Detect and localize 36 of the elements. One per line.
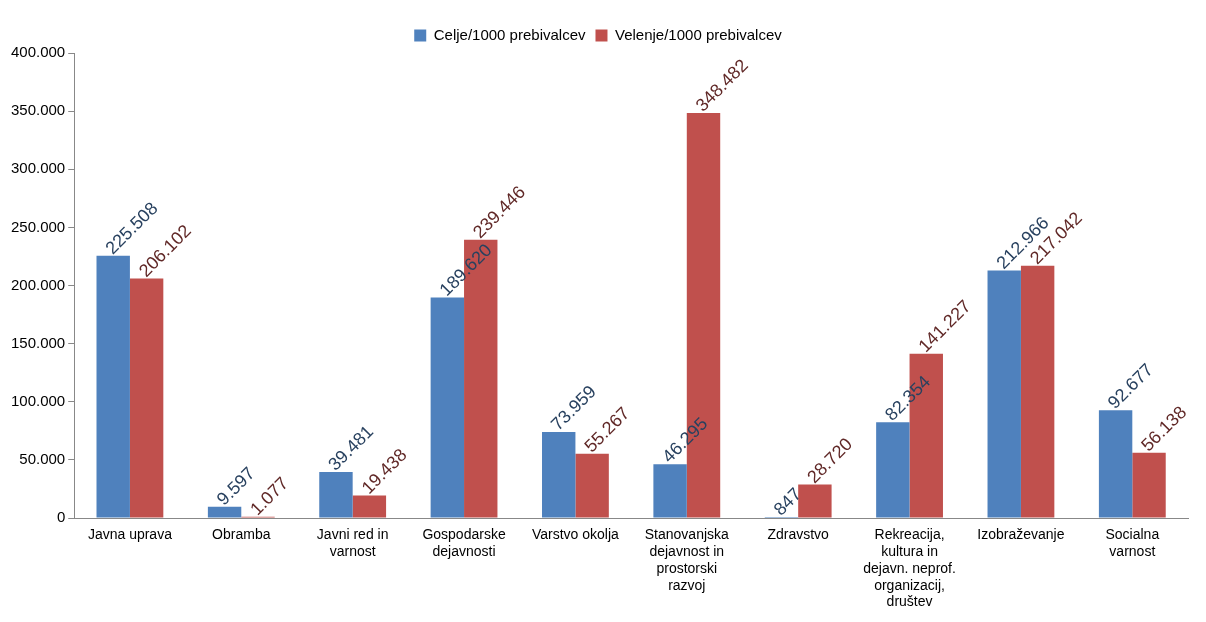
bar <box>987 270 1021 518</box>
legend-label: Celje/1000 prebivalcev <box>433 25 586 43</box>
x-tick-label: Javna uprava <box>87 526 173 543</box>
bar <box>1132 452 1166 518</box>
bar <box>96 255 130 518</box>
x-tick-label: Stanovanjska dejavnost in prostorski razvoj <box>644 526 730 593</box>
x-tick-label: Zdravstvo <box>767 526 830 543</box>
bar <box>876 422 910 518</box>
bar <box>653 464 687 518</box>
x-tick-label: Gospodarske dejavnosti <box>422 526 506 560</box>
x-tick-label: Javni red in varnost <box>316 526 389 560</box>
bar <box>798 484 832 518</box>
y-tick-label: 0 <box>56 508 66 526</box>
y-tick-label: 200.000 <box>10 275 66 293</box>
bar <box>319 472 353 518</box>
y-tick-label: 400.000 <box>10 43 66 61</box>
x-tick-label: Varstvo okolja <box>531 526 620 543</box>
bar <box>129 278 164 518</box>
y-tick-label: 150.000 <box>10 333 66 351</box>
bar <box>430 297 465 518</box>
x-tick-label: Rekreacija, kultura in dejavn. neprof. organizacij, društev <box>863 526 956 610</box>
y-tick-label: 300.000 <box>10 159 66 177</box>
bar <box>542 432 576 518</box>
legend-label: Velenje/1000 prebivalcev <box>614 25 783 43</box>
bar <box>352 495 387 518</box>
bar <box>575 453 609 518</box>
y-tick-label: 50.000 <box>19 450 66 468</box>
y-tick-label: 250.000 <box>10 217 66 235</box>
data-label: 847 <box>769 483 806 520</box>
x-tick-label: Obramba <box>212 526 271 543</box>
y-tick-label: 350.000 <box>10 101 66 119</box>
bar <box>207 506 242 518</box>
y-tick-label: 100.000 <box>10 391 66 409</box>
x-tick-label: Izobraževanje <box>977 526 1065 543</box>
x-tick-label: Socialna varnost <box>1105 526 1160 560</box>
bar <box>1098 410 1133 518</box>
